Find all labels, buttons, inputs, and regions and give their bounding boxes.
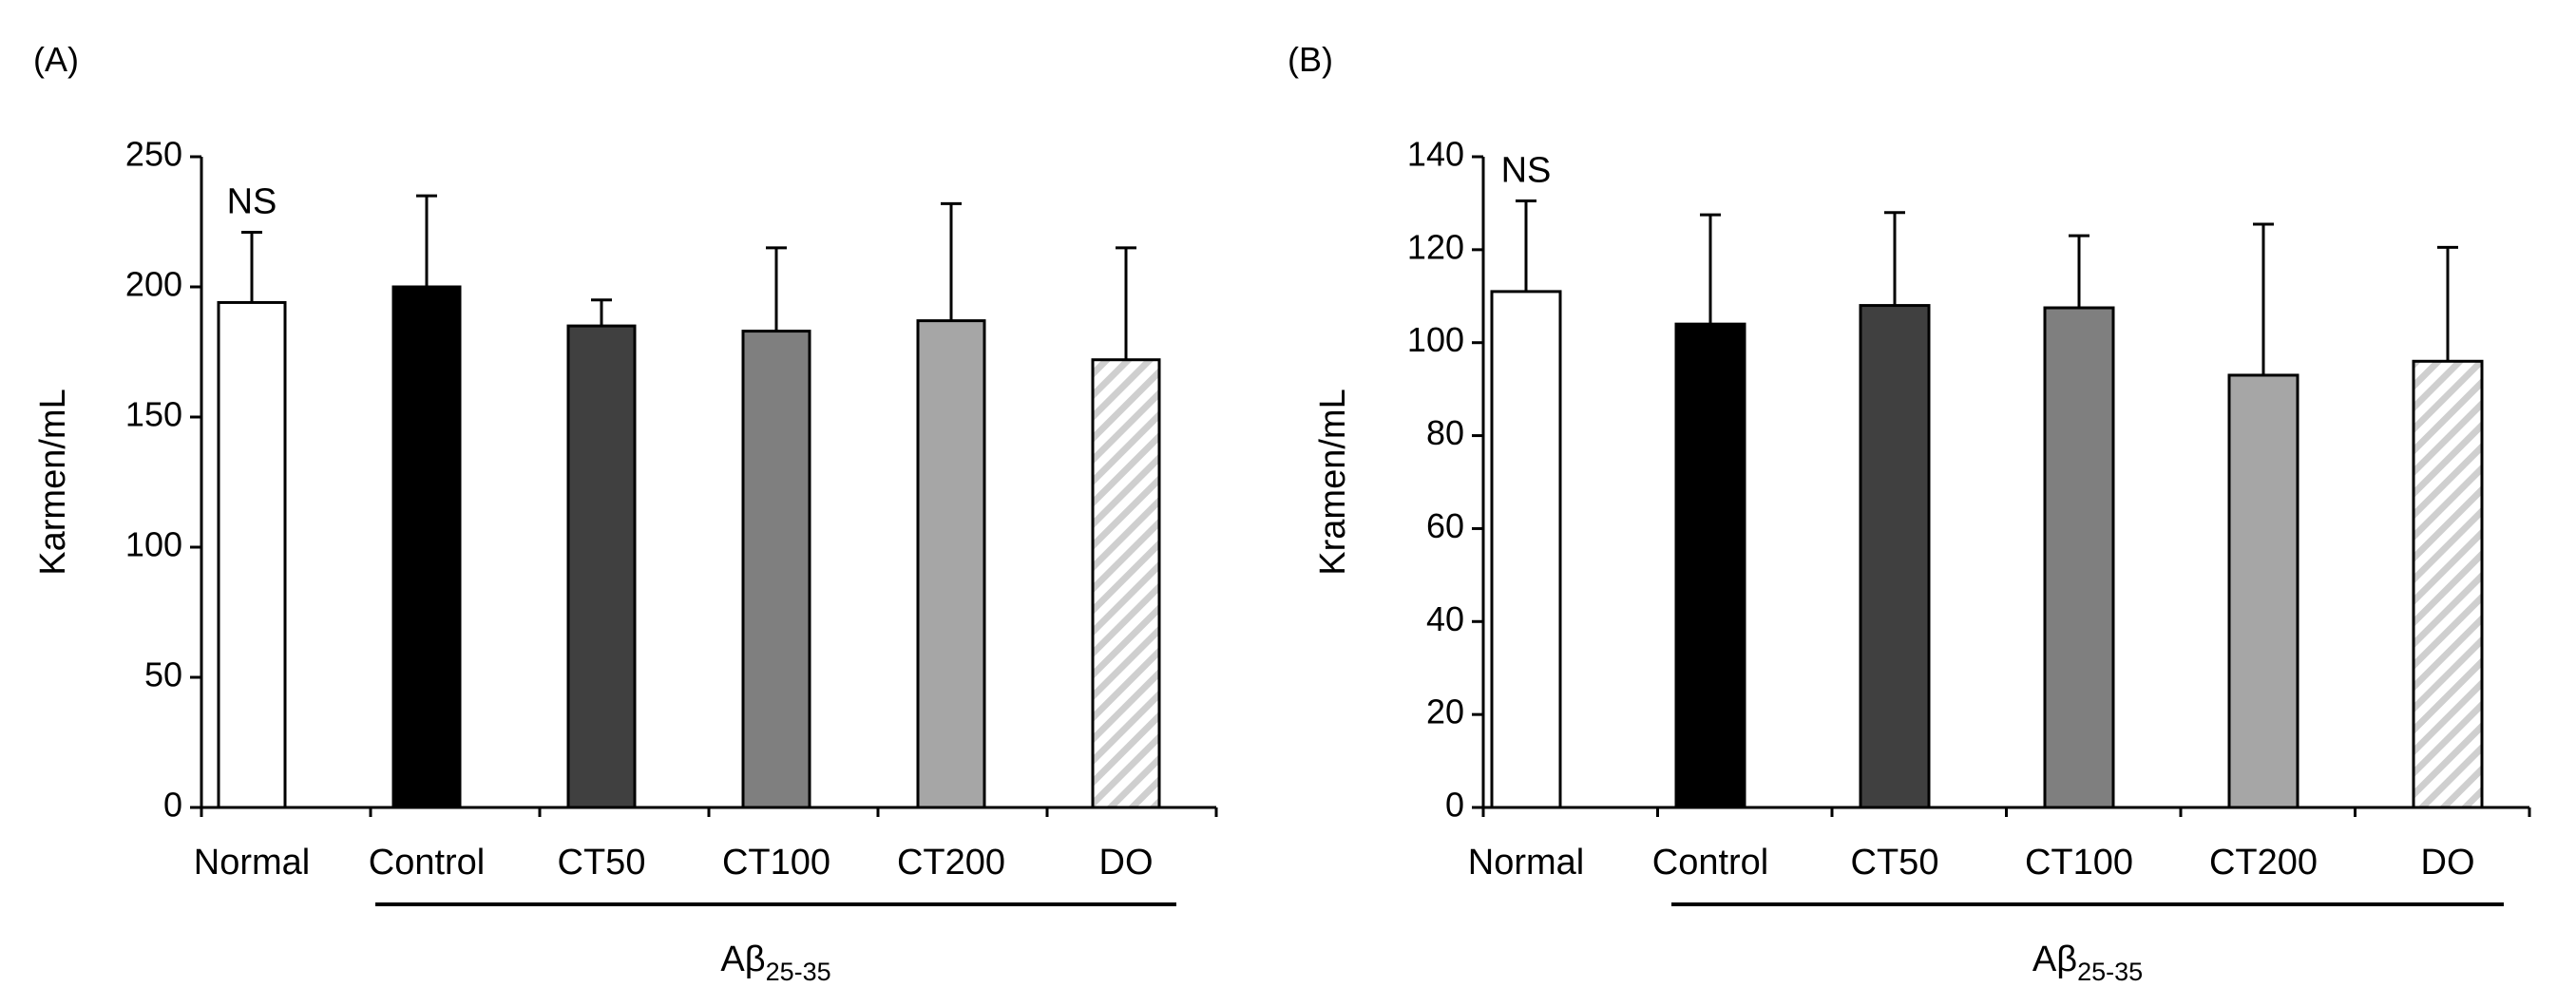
bar-normal [217, 300, 287, 809]
panel-label: (B) [1288, 40, 1333, 79]
y-axis-label: Karmen/mL [33, 389, 73, 575]
bar-ct50 [566, 324, 637, 809]
y-tick-label: 80 [1426, 413, 1464, 452]
bar-control [391, 285, 462, 809]
y-tick-label: 0 [163, 786, 182, 825]
x-tick-label: DO [2421, 843, 2475, 883]
y-tick-label: 50 [144, 655, 182, 694]
x-tick-label: Control [369, 843, 486, 883]
group-label: Aβ25-35 [2032, 940, 2143, 986]
bar-ct200 [2227, 373, 2299, 809]
x-tick-label: CT200 [2209, 843, 2318, 883]
x-tick-label: CT50 [558, 843, 646, 883]
significance-annotation: NS [1501, 150, 1552, 190]
x-tick-label: Control [1652, 843, 1769, 883]
significance-annotation: NS [227, 181, 277, 221]
bar-ct50 [1859, 304, 1931, 809]
y-axis-label: Kramen/mL [1313, 389, 1353, 575]
bar-normal [1490, 290, 1562, 809]
x-tick-label: CT100 [722, 843, 830, 883]
bar-ct100 [2043, 306, 2115, 809]
x-tick-label: CT50 [1851, 843, 1939, 883]
y-tick-label: 40 [1426, 599, 1464, 638]
y-tick-label: 20 [1426, 693, 1464, 731]
chart-panel-a: (A) Karmen/mL 0 50 100 150 200 250 Normal NS Contr… [33, 40, 1218, 986]
y-tick-label: 100 [125, 525, 182, 564]
x-tick-label: CT100 [2025, 843, 2133, 883]
x-tick-label: Normal [1468, 843, 1584, 883]
y-tick-label: 140 [1407, 135, 1464, 174]
y-tick-label: 200 [125, 265, 182, 304]
chart-panel-b: (B) Kramen/mL 0 20 40 60 80 100 120 140 Normal NS Co… [1288, 40, 2531, 986]
y-tick-label: 60 [1426, 506, 1464, 545]
y-tick-label: 250 [125, 135, 182, 174]
x-tick-label: CT200 [897, 843, 1005, 883]
bar-do [2412, 359, 2484, 809]
bar-control [1674, 322, 1746, 809]
y-tick-label: 150 [125, 395, 182, 434]
bar-ct200 [916, 319, 986, 809]
y-tick-label: 0 [1445, 786, 1464, 825]
x-tick-label: DO [1099, 843, 1154, 883]
y-tick-label: 120 [1407, 227, 1464, 266]
group-label: Aβ25-35 [720, 940, 830, 986]
bar-ct100 [741, 330, 811, 809]
x-tick-label: Normal [194, 843, 310, 883]
bar-do [1091, 358, 1161, 809]
y-tick-label: 100 [1407, 320, 1464, 359]
panel-label: (A) [33, 40, 79, 79]
